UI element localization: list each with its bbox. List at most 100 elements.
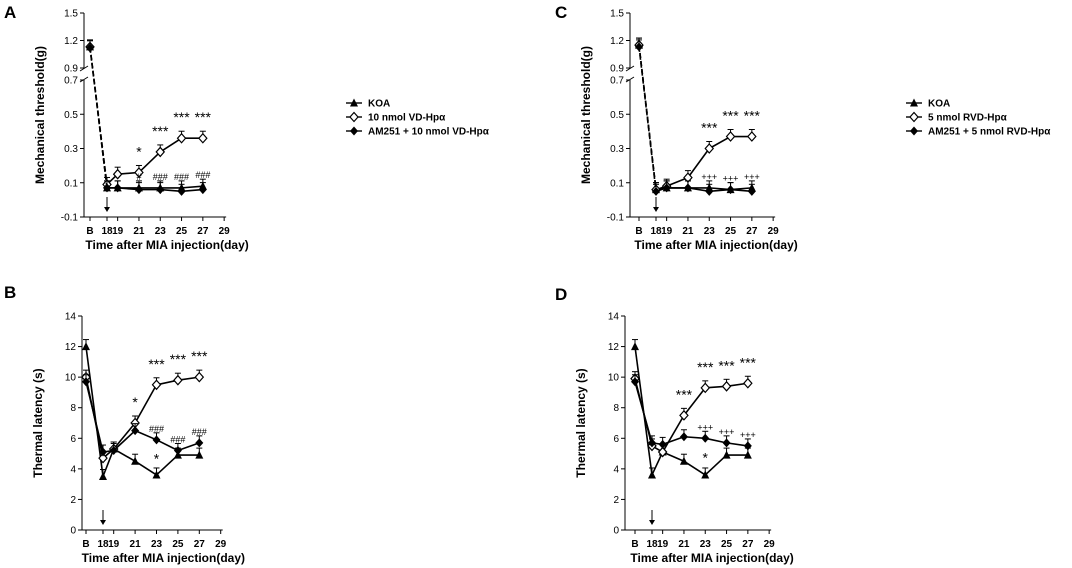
significance-label: *** <box>170 351 187 367</box>
y-tick-label: 1.5 <box>610 9 624 20</box>
series-line-segment <box>181 185 203 189</box>
significance-label: ### <box>174 172 189 182</box>
x-axis-title: Time after MIA injection(day) <box>85 238 248 252</box>
y-tick-label: 14 <box>65 312 77 323</box>
marker-open-diamond <box>725 131 736 142</box>
significance-label: *** <box>148 356 165 372</box>
y-tick-label: 6 <box>70 434 76 445</box>
x-axis-title: Time after MIA injection(day) <box>634 238 797 252</box>
y-tick-label: 12 <box>65 342 77 353</box>
marker-filled-diamond <box>635 42 643 52</box>
y-tick-label: 0.1 <box>64 178 78 189</box>
x-tick-label: 25 <box>172 539 184 550</box>
marker-filled-diamond <box>177 186 186 196</box>
y-tick-label: 0.7 <box>610 76 624 87</box>
series-line-segment <box>85 381 104 453</box>
y-tick-label: 1.2 <box>64 36 78 47</box>
marker-open-diamond <box>112 168 123 180</box>
marker-open-diamond <box>194 371 205 383</box>
marker-triangle <box>743 450 752 459</box>
significance-label: +++ <box>719 427 735 437</box>
x-tick-label: 18 <box>101 226 113 237</box>
x-tick-label: 19 <box>112 226 124 237</box>
marker-filled-diamond <box>82 377 90 387</box>
series-line-segment <box>113 422 136 450</box>
legend: KOA 10 nmol VD-Hpα AM251 + 10 nmol VD-Hpα <box>346 98 490 138</box>
x-tick-label: 23 <box>151 539 163 550</box>
significance-label: *** <box>740 354 757 370</box>
legend-entry: 10 nmol VD-Hpα <box>368 113 446 124</box>
marker-triangle <box>701 470 710 479</box>
y-tick-label: 8 <box>70 403 76 414</box>
y-tick-label: 1.5 <box>64 9 78 20</box>
marker-triangle <box>910 98 918 107</box>
series-line-segment <box>638 44 657 190</box>
marker-open-diamond <box>176 132 187 144</box>
marker-open-diamond <box>349 111 359 123</box>
marker-triangle <box>99 472 107 480</box>
chart-panel-A: A 0.9 1.2 1.5 -0.1 0.1 0.3 0.5 0.7 Mechanical thr… <box>4 3 490 252</box>
x-tick-label: 18 <box>646 539 658 550</box>
marker-open-diamond <box>721 380 732 392</box>
significance-label: * <box>154 450 160 466</box>
x-tick-label: 29 <box>768 226 780 237</box>
y-axis-title: Thermal latency (s) <box>31 368 45 477</box>
y-tick-label: 0.1 <box>610 178 624 189</box>
marker-open-diamond <box>98 452 108 464</box>
significance-label: *** <box>173 109 190 125</box>
marker-open-diamond <box>198 132 208 144</box>
injection-arrow-head <box>649 520 655 525</box>
x-tick-label: 21 <box>130 539 142 550</box>
significance-label: ### <box>153 172 168 182</box>
series-line-segment <box>687 187 710 193</box>
significance-label: # <box>136 172 141 182</box>
marker-open-diamond <box>657 446 668 458</box>
x-tick-label: B <box>631 539 638 550</box>
marker-filled-diamond <box>113 183 122 193</box>
y-tick-label: 0.9 <box>610 64 624 75</box>
x-tick-label: 23 <box>704 226 716 237</box>
series-line-segment <box>661 414 685 453</box>
significance-label: ### <box>170 435 185 445</box>
y-tick-label: 4 <box>613 464 619 475</box>
y-axis-title: Mechanical threshold(g) <box>33 46 47 184</box>
panel-letter: D <box>555 285 567 304</box>
marker-filled-diamond <box>156 185 165 195</box>
panel-letter: B <box>4 283 16 302</box>
x-tick-label: 19 <box>661 226 673 237</box>
marker-open-diamond <box>743 377 753 389</box>
x-tick-label: 27 <box>742 539 754 550</box>
series-filled-diamond <box>86 40 207 196</box>
significance-label: *** <box>701 120 718 136</box>
significance-label: *** <box>191 348 208 364</box>
significance-label: *** <box>722 108 739 124</box>
significance-label: +++ <box>701 172 717 182</box>
significance-label: ### <box>149 424 164 434</box>
panel-letter: C <box>555 3 567 22</box>
chart-panel-C: C 0.9 1.2 1.5 -0.1 0.1 0.3 0.5 0.7 Mechanical thr… <box>555 3 1051 252</box>
x-tick-label: 18 <box>650 226 662 237</box>
significance-label: +++ <box>697 422 713 432</box>
marker-filled-diamond <box>173 446 182 456</box>
marker-filled-diamond <box>103 183 111 193</box>
series-line-segment <box>159 137 182 153</box>
x-tick-label: 27 <box>746 226 758 237</box>
series-line-segment <box>138 151 161 174</box>
series-line-segment <box>662 436 685 446</box>
series-line-segment <box>102 448 115 477</box>
marker-filled-diamond <box>679 432 688 442</box>
x-axis-title: Time after MIA injection(day) <box>630 551 793 565</box>
significance-label: * <box>136 143 142 159</box>
marker-filled-diamond <box>705 186 714 196</box>
marker-filled-diamond <box>131 426 140 436</box>
x-tick-label: 21 <box>678 539 690 550</box>
marker-triangle <box>195 450 204 459</box>
marker-triangle <box>82 342 90 351</box>
y-axis-title: Mechanical threshold(g) <box>579 46 593 184</box>
y-tick-label: 0.3 <box>610 144 624 155</box>
series-line-segment <box>113 430 136 452</box>
y-tick-label: 1.2 <box>610 36 624 47</box>
y-tick-label: 10 <box>608 373 620 384</box>
y-tick-label: 10 <box>65 373 77 384</box>
legend: KOA 5 nmol RVD-Hpα AM251 + 5 nmol RVD-Hpα <box>906 98 1051 138</box>
